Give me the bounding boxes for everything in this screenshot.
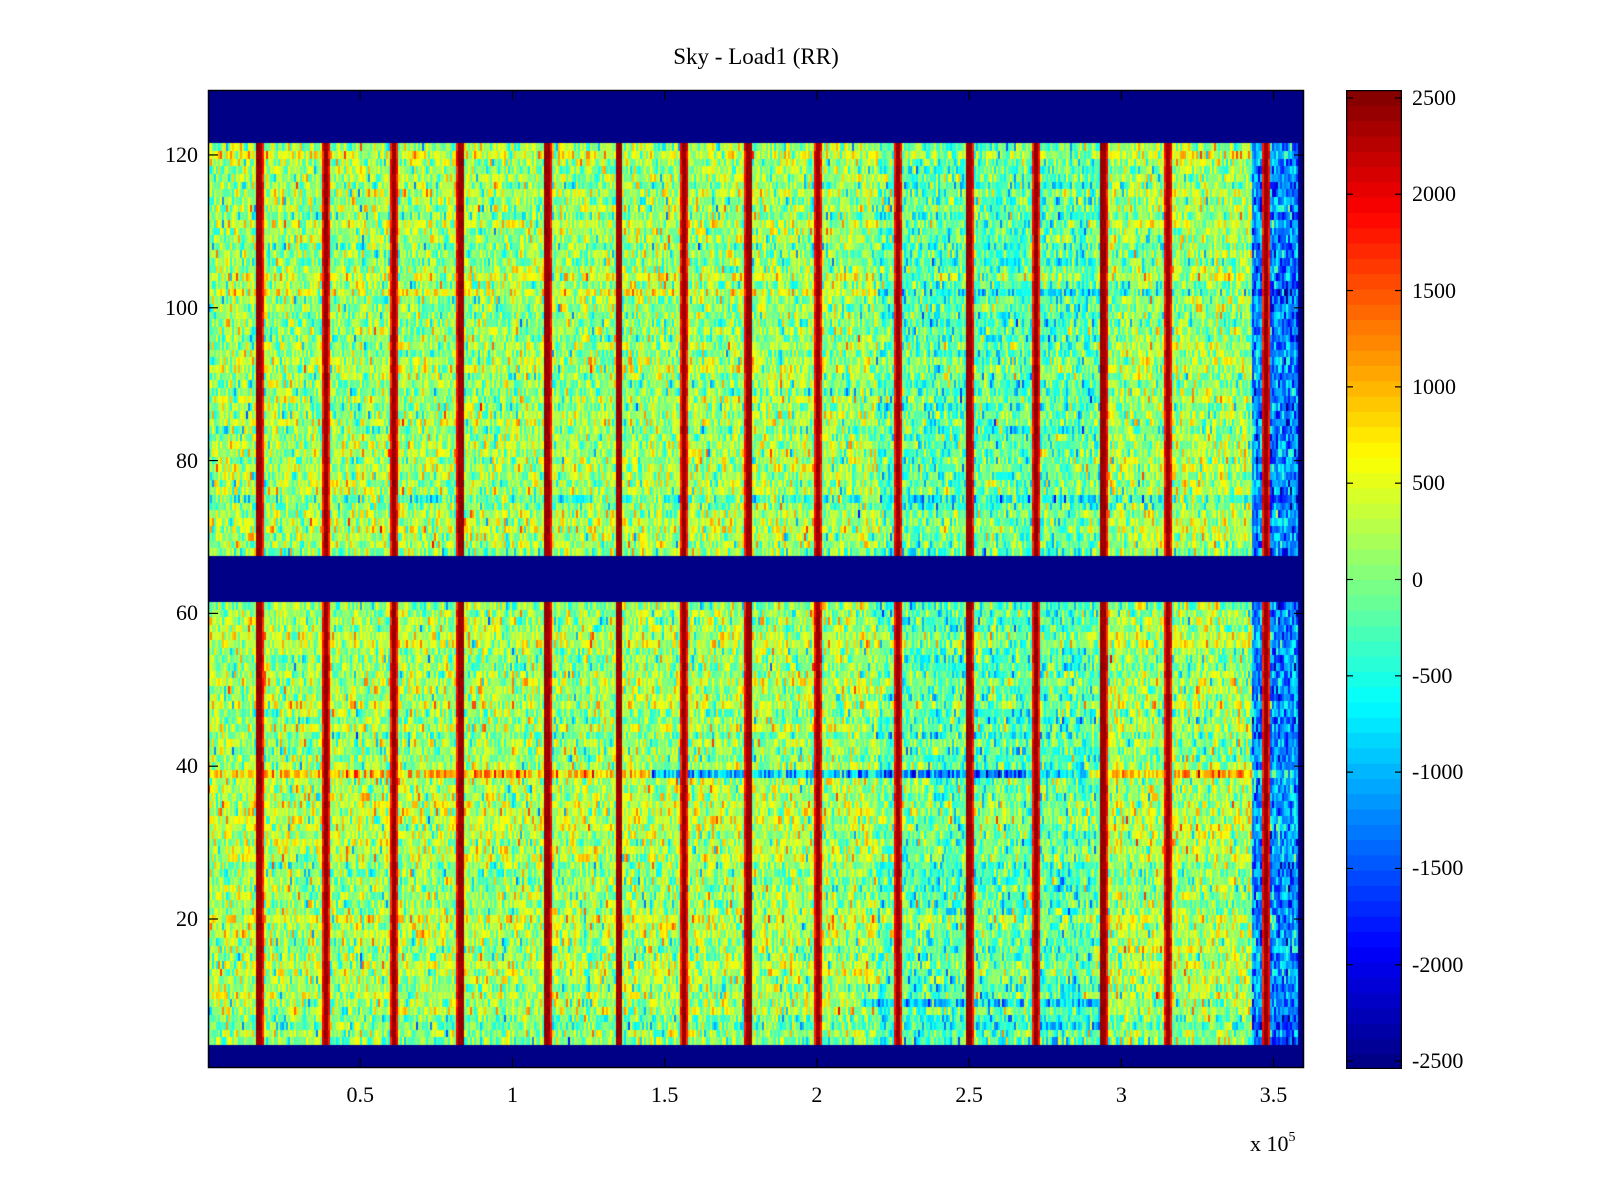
colorbar-level — [1346, 1038, 1402, 1055]
colorbar-level — [1346, 151, 1402, 168]
x-multiplier-exponent: 5 — [1288, 1130, 1296, 1145]
chart-title: Sky - Load1 (RR) — [673, 44, 839, 69]
colorbar-level — [1346, 594, 1402, 611]
colorbar-level — [1346, 273, 1402, 290]
colorbar-level — [1346, 824, 1402, 841]
colorbar-level — [1346, 686, 1402, 703]
colorbar-level — [1346, 579, 1402, 596]
x-tick-label: 3 — [1115, 1082, 1127, 1107]
heatmap-axes — [207, 89, 1305, 1069]
x-tick-label: 2.5 — [955, 1082, 983, 1107]
colorbar-level — [1346, 487, 1402, 504]
colorbar-level — [1346, 411, 1402, 428]
colorbar-level — [1346, 365, 1402, 382]
colorbar-level — [1346, 931, 1402, 948]
colorbar-level — [1346, 503, 1402, 519]
colorbar-tick-label: -500 — [1412, 662, 1453, 688]
colorbar-tick-label: 2500 — [1412, 84, 1456, 110]
colorbar-tick-label: -1500 — [1412, 855, 1464, 881]
colorbar-level — [1346, 870, 1402, 887]
y-tick-label: 80 — [176, 447, 198, 473]
colorbar-level — [1346, 105, 1402, 122]
colorbar-level — [1346, 212, 1402, 229]
colorbar-level — [1346, 885, 1402, 902]
x-tick-label: 1 — [506, 1082, 518, 1107]
colorbar-level — [1346, 288, 1402, 305]
colorbar-level — [1346, 839, 1402, 856]
y-tick-label: 40 — [176, 753, 198, 779]
colorbar-level — [1346, 319, 1402, 336]
y-tick-label: 120 — [165, 141, 198, 167]
x-tick-label: 2 — [811, 1082, 823, 1107]
colorbar-level — [1346, 380, 1402, 397]
x-tick-label: 3.5 — [1259, 1082, 1288, 1107]
colorbar-level — [1346, 625, 1402, 642]
colorbar-level — [1346, 120, 1402, 137]
colorbar-level — [1346, 793, 1402, 810]
colorbar-level — [1346, 610, 1402, 626]
colorbar-level — [1346, 900, 1402, 917]
colorbar-tick-label: -1000 — [1412, 759, 1464, 785]
colorbar-level — [1346, 747, 1402, 764]
heatmap-image — [208, 90, 1304, 1068]
colorbar-level — [1346, 441, 1402, 458]
colorbar-tick-label: 2000 — [1412, 181, 1456, 207]
colorbar-level — [1346, 90, 1402, 106]
colorbar-level — [1346, 1007, 1402, 1024]
colorbar-level — [1346, 854, 1402, 871]
colorbar-level — [1346, 242, 1402, 259]
colorbar-tick-label: 1500 — [1412, 277, 1456, 303]
colorbar-tick-label: -2000 — [1412, 951, 1464, 977]
y-tick-label: 20 — [176, 906, 198, 931]
colorbar-level — [1346, 350, 1402, 366]
colorbar-level — [1346, 977, 1402, 994]
colorbar-level — [1346, 1023, 1402, 1040]
y-tick-label: 60 — [176, 600, 198, 626]
colorbar-level — [1346, 763, 1402, 779]
axes-frame — [207, 89, 1305, 1069]
colorbar-level — [1346, 533, 1402, 550]
colorbar-level — [1346, 166, 1402, 183]
colorbar-level — [1346, 564, 1402, 581]
colorbar-level — [1346, 457, 1402, 474]
axes-border — [207, 89, 1305, 1069]
colorbar-level — [1346, 426, 1402, 443]
x-multiplier-base: x 10 — [1250, 1131, 1289, 1156]
colorbar-level — [1346, 916, 1402, 932]
colorbar-level — [1346, 518, 1402, 535]
colorbar-level — [1346, 135, 1402, 152]
x-tick-label: 0.5 — [346, 1082, 374, 1107]
colorbar-level — [1346, 961, 1402, 978]
colorbar — [1346, 90, 1402, 1069]
colorbar-level — [1346, 992, 1402, 1009]
colorbar-level — [1346, 258, 1402, 275]
x-tick-label: 1.5 — [650, 1082, 679, 1107]
colorbar-level — [1346, 808, 1402, 825]
y-tick-label: 100 — [165, 294, 198, 320]
colorbar-level — [1346, 334, 1402, 351]
colorbar-level — [1346, 395, 1402, 412]
colorbar-level — [1346, 472, 1402, 489]
colorbar-level — [1346, 227, 1402, 244]
colorbar-level — [1346, 671, 1402, 688]
colorbar-tick-label: -2500 — [1412, 1048, 1464, 1074]
colorbar-level — [1346, 197, 1402, 213]
colorbar-tick-label: 500 — [1412, 470, 1445, 496]
colorbar-level — [1346, 640, 1402, 657]
colorbar-level — [1346, 732, 1402, 749]
colorbar-level — [1346, 655, 1402, 672]
colorbar-level — [1346, 717, 1402, 734]
colorbar-tick-label: 0 — [1412, 566, 1423, 592]
colorbar-tick-label: 1000 — [1412, 373, 1456, 399]
colorbar-level — [1346, 778, 1402, 795]
colorbar-level — [1346, 946, 1402, 963]
colorbar-level — [1346, 304, 1402, 321]
colorbar-level — [1346, 1053, 1402, 1069]
colorbar-level — [1346, 701, 1402, 718]
colorbar-level — [1346, 181, 1402, 198]
x-axis-multiplier: x 105 — [1250, 1130, 1296, 1157]
colorbar-level — [1346, 548, 1402, 565]
